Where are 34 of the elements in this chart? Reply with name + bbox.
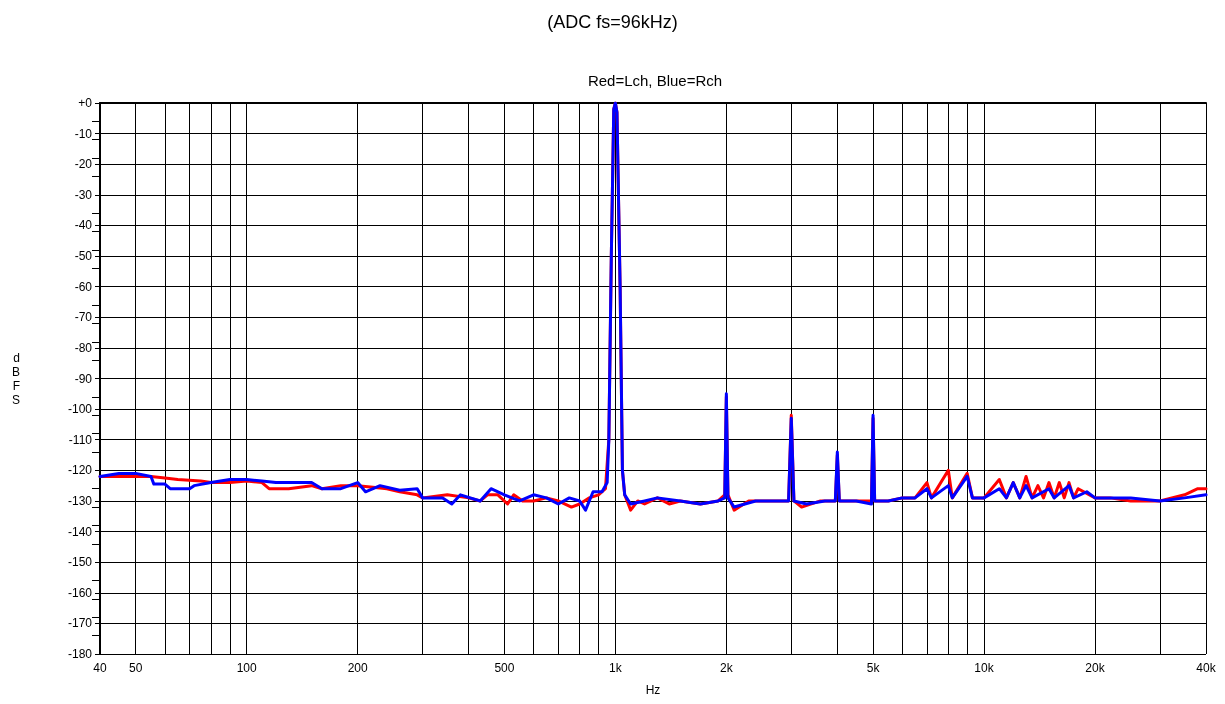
y-tick-label: -130 [67, 493, 93, 508]
x-tick-label: 40k [1196, 661, 1217, 675]
y-tick-label: -50 [74, 249, 93, 264]
y-tick-label: -20 [74, 157, 93, 172]
y-tick-label: -160 [67, 585, 93, 600]
y-tick-label: -140 [67, 524, 93, 539]
x-tick-label: 100 [236, 661, 258, 675]
y-tick-label: -120 [67, 463, 93, 478]
y-tick-label: -40 [74, 218, 93, 233]
x-tick-label: 2k [720, 661, 734, 675]
y-tick-label: -170 [67, 616, 93, 631]
y-tick-label: -180 [67, 647, 93, 661]
y-tick-label: -90 [74, 371, 93, 386]
x-tick-label: 20k [1085, 661, 1106, 675]
x-tick-label: 500 [494, 661, 515, 675]
y-tick-label: -100 [67, 402, 93, 417]
y-tick-label: -30 [74, 187, 93, 202]
y-tick-label: -10 [74, 126, 93, 141]
x-tick-label: 10k [974, 661, 995, 675]
y-axis-title: dBFS [11, 350, 20, 407]
x-tick-label: 50 [129, 661, 143, 675]
chart-title: (ADC fs=96kHz) [547, 12, 678, 32]
y-tick-label: -110 [68, 432, 93, 447]
chart-subtitle: Red=Lch, Blue=Rch [587, 72, 723, 89]
x-tick-label: 1k [609, 661, 623, 675]
y-tick-label: +0 [78, 96, 93, 110]
y-tick-label: -60 [74, 279, 93, 294]
y-tick-label: -150 [67, 555, 93, 570]
y-tick-label: -70 [74, 310, 93, 325]
x-tick-label: 200 [347, 661, 369, 675]
x-tick-label: 40 [93, 661, 107, 675]
x-axis-title: Hz [645, 683, 661, 697]
x-tick-label: 5k [866, 661, 881, 675]
y-tick-label: -80 [74, 340, 93, 355]
